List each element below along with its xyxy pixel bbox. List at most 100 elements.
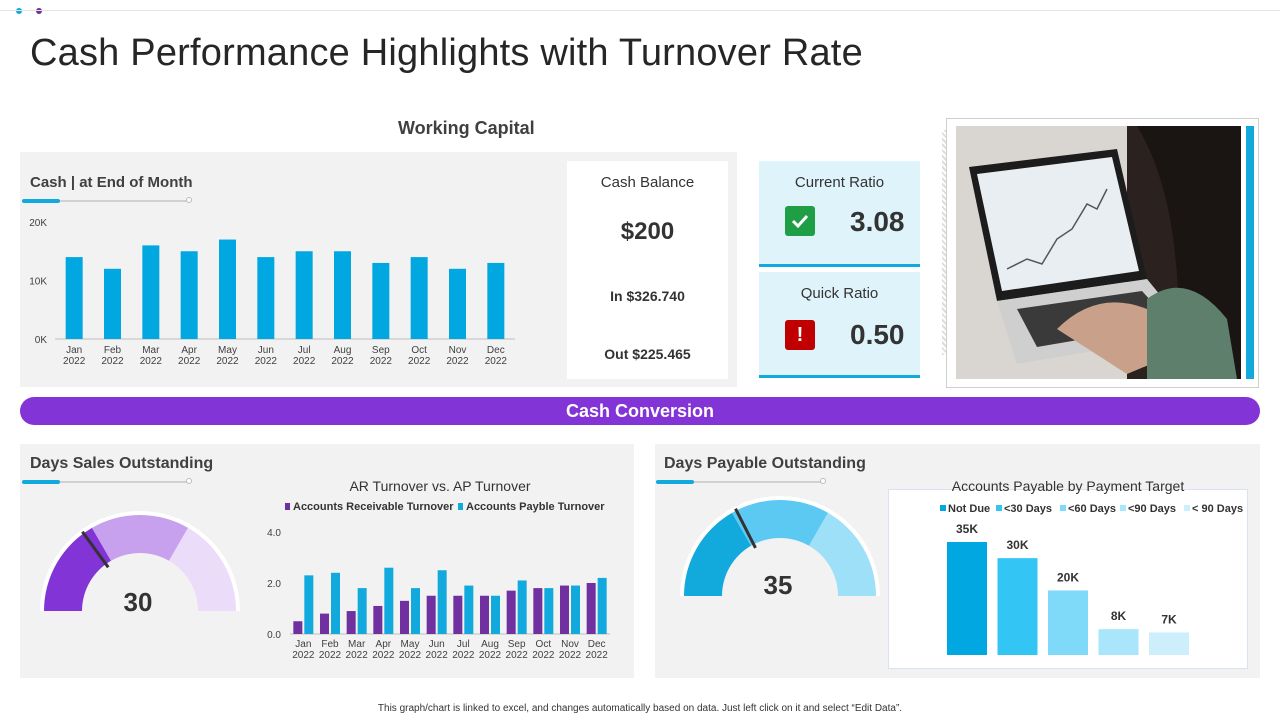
cash-bar — [334, 251, 351, 339]
cash-bar — [104, 268, 121, 339]
turnover-x-tick-label: 2022 — [346, 650, 369, 661]
cash-bar — [295, 251, 313, 339]
turnover-x-tick-label: 2022 — [399, 650, 422, 661]
turnover-bar-ar — [373, 605, 383, 634]
turnover-x-tick-label: 2022 — [319, 650, 342, 661]
turnover-bar-ar — [453, 595, 463, 634]
dso-slider-track — [22, 481, 190, 483]
turnover-bar-ar — [506, 590, 516, 634]
check-icon — [785, 206, 815, 236]
cash-x-tick-label: Jul — [298, 345, 311, 356]
cash-x-tick-label: Aug — [334, 345, 352, 356]
cash-bar — [372, 262, 390, 339]
ap-chart-title: Accounts Payable by Payment Target — [952, 478, 1185, 494]
dpo-title: Days Payable Outstanding — [664, 455, 866, 472]
cash-x-tick-label: 2022 — [140, 356, 163, 367]
ap-bar — [1149, 632, 1189, 655]
cash-slider-track — [22, 200, 190, 202]
turnover-x-tick-label: 2022 — [426, 650, 449, 661]
ap-bar — [1048, 590, 1088, 655]
ap-legend-label: < 90 Days — [1192, 503, 1243, 515]
turnover-y-tick-label: 0.0 — [267, 630, 281, 641]
cash-conversion-banner: Cash Conversion — [20, 397, 1260, 425]
cash-y-tick-label: 0K — [35, 335, 48, 346]
legend-swatch-ap — [458, 503, 463, 510]
cash-x-tick-label: Jan — [66, 345, 82, 356]
working-capital-heading: Working Capital — [398, 118, 535, 138]
turnover-bar-ar — [426, 595, 436, 634]
turnover-chart: AR Turnover vs. AP Turnover Accounts Rec… — [267, 478, 610, 661]
turnover-bar-ap — [464, 585, 474, 634]
turnover-x-tick-label: Sep — [508, 639, 526, 650]
turnover-x-tick-label: Oct — [536, 639, 552, 650]
current-ratio-value: 3.08 — [850, 206, 905, 237]
cash-x-tick-label: Dec — [487, 345, 505, 356]
cash-x-tick-label: Sep — [372, 345, 390, 356]
turnover-bar-ap — [357, 588, 367, 634]
turnover-bar-ar — [480, 595, 489, 634]
cash-x-tick-label: 2022 — [485, 356, 508, 367]
cash-y-tick-label: 20K — [29, 218, 47, 229]
turnover-x-tick-label: Aug — [481, 639, 499, 650]
footer-note: This graph/chart is linked to excel, and… — [377, 703, 903, 714]
turnover-x-tick-label: Mar — [348, 639, 366, 650]
cash-x-tick-label: Apr — [181, 345, 197, 356]
cash-x-tick-label: 2022 — [331, 356, 354, 367]
turnover-bar-ap — [517, 580, 527, 634]
laptop-photo-illustration — [956, 126, 1254, 379]
turnover-bar-ap — [597, 577, 607, 634]
cash-x-tick-label: 2022 — [216, 356, 239, 367]
ap-data-label: 7K — [1161, 612, 1177, 626]
cash-bar-chart: 20K10K0KJan2022Feb2022Mar2022Apr2022May2… — [29, 218, 515, 367]
cash-x-tick-label: 2022 — [178, 356, 201, 367]
ap-legend-label: <90 Days — [1128, 503, 1176, 515]
turnover-bar-ap — [384, 567, 394, 634]
cash-bar — [257, 257, 275, 339]
cash-bar — [142, 245, 160, 339]
turnover-bar-ap — [411, 588, 420, 634]
cash-x-tick-label: Jun — [258, 345, 274, 356]
turnover-bar-ap — [491, 595, 500, 634]
cash-bar — [65, 257, 83, 339]
ap-data-label: 20K — [1057, 570, 1079, 584]
ap-target-chart: Accounts Payable by Payment Target Not D… — [940, 478, 1243, 655]
cash-x-tick-label: Oct — [411, 345, 427, 356]
dpo-gauge-value: 35 — [764, 570, 793, 600]
cash-x-tick-label: Feb — [104, 345, 122, 356]
ap-data-label: 30K — [1006, 538, 1028, 552]
cash-bar — [487, 262, 505, 339]
laptop-photo — [946, 118, 1259, 388]
turnover-x-tick-label: Jun — [429, 639, 445, 650]
dpo-slider-fill — [656, 480, 694, 484]
cash-in-text: In $326.740 — [610, 288, 685, 304]
turnover-x-tick-label: 2022 — [532, 650, 555, 661]
current-ratio-label: Current Ratio — [794, 174, 885, 191]
quick-ratio-label: Quick Ratio — [800, 285, 879, 302]
ap-bar — [1098, 629, 1139, 655]
turnover-x-tick-label: 2022 — [559, 650, 582, 661]
turnover-x-tick-label: Jan — [295, 639, 311, 650]
cash-x-tick-label: 2022 — [408, 356, 431, 367]
cash-x-tick-label: 2022 — [370, 356, 393, 367]
cash-x-tick-label: Nov — [449, 345, 467, 356]
ap-legend-swatch — [996, 505, 1002, 511]
cash-x-tick-label: 2022 — [63, 356, 86, 367]
turnover-bar-ap — [544, 588, 554, 634]
legend-label-ap: Accounts Payble Turnover — [466, 501, 605, 513]
turnover-x-tick-label: 2022 — [506, 650, 529, 661]
dpo-slider-handle — [820, 478, 826, 484]
decor-dot-purple — [36, 8, 42, 14]
turnover-bar-ar — [320, 613, 329, 634]
dso-gauge: 30 — [40, 511, 240, 617]
turnover-y-tick-label: 2.0 — [267, 579, 281, 590]
ap-legend-swatch — [1184, 505, 1190, 511]
turnover-x-tick-label: May — [401, 639, 420, 650]
turnover-x-tick-label: 2022 — [372, 650, 395, 661]
photo-edge-decor — [942, 130, 946, 355]
ap-legend-swatch — [1060, 505, 1066, 511]
cash-x-tick-label: 2022 — [101, 356, 124, 367]
turnover-x-tick-label: Feb — [321, 639, 339, 650]
decor-dot-blue — [16, 8, 22, 14]
turnover-x-tick-label: 2022 — [452, 650, 475, 661]
cash-out-text: Out $225.465 — [604, 346, 691, 362]
